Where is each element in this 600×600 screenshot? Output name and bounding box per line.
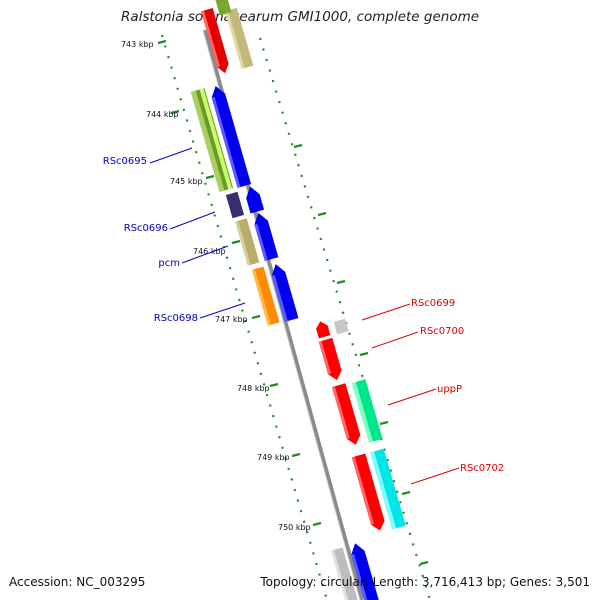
- tick-marks: [157, 39, 429, 566]
- gene-bottom-gray[interactable]: [331, 547, 360, 600]
- tick-mark-743: [157, 39, 167, 45]
- gene-rsc0700[interactable]: [318, 337, 344, 382]
- leader-line-pcm: [181, 245, 229, 264]
- genome-info-label: Topology: circular; Length: 3,716,413 bp…: [260, 575, 590, 589]
- gene-pcm[interactable]: [235, 218, 260, 266]
- tick-mark-747: [251, 314, 261, 320]
- right-tick-mark: [379, 420, 389, 426]
- gene-blue-2[interactable]: [243, 185, 265, 214]
- tick-label-750: 750 kbp: [278, 523, 311, 532]
- gene-rsc0696[interactable]: [225, 191, 245, 219]
- gene-label-rsc0702[interactable]: RSc0702: [460, 463, 504, 474]
- right-tick-mark: [401, 490, 411, 496]
- tick-mark-749: [291, 452, 301, 458]
- gene-blue-1[interactable]: [209, 84, 252, 188]
- right-tick-mark: [293, 143, 303, 149]
- gene-red-uppp[interactable]: [332, 383, 363, 446]
- tick-label-745: 745 kbp: [170, 177, 203, 186]
- left-leader-lines: [149, 147, 246, 319]
- right-tick-mark: [419, 560, 429, 566]
- tick-mark-745: [205, 174, 215, 180]
- tick-mark-746: [231, 239, 241, 245]
- gene-rsc0699[interactable]: [333, 318, 349, 335]
- gene-blue-3[interactable]: [252, 211, 279, 261]
- leader-line-rsc0700: [371, 331, 419, 349]
- gene-rsc0695[interactable]: [190, 88, 234, 192]
- right-tick-mark: [336, 279, 346, 285]
- gene-rsc0698[interactable]: [251, 266, 280, 326]
- accession-label: Accession: NC_003295: [9, 575, 146, 589]
- leader-line-rsc0702: [410, 467, 460, 485]
- tick-mark-748: [269, 382, 279, 388]
- tick-mark-750: [312, 521, 322, 527]
- gene-top-olive[interactable]: [225, 7, 254, 69]
- gene-label-rsc0700[interactable]: RSc0700: [420, 326, 464, 337]
- gene-rsc0702[interactable]: [370, 448, 406, 530]
- tick-label-747: 747 kbp: [215, 315, 248, 324]
- gene-top-green[interactable]: [215, 0, 232, 16]
- gene-red-small[interactable]: [314, 320, 331, 339]
- leader-line-rsc0698: [199, 302, 246, 319]
- right-tick-mark: [359, 351, 369, 357]
- gene-label-rsc0696[interactable]: RSc0696: [124, 223, 168, 234]
- tick-label-743: 743 kbp: [121, 40, 154, 49]
- gene-label-rsc0695[interactable]: RSc0695: [103, 156, 147, 167]
- leader-line-uppp: [387, 388, 437, 406]
- gene-label-rsc0698[interactable]: RSc0698: [154, 313, 198, 324]
- gene-label-pcm[interactable]: pcm: [158, 258, 180, 269]
- leader-line-rsc0696: [169, 211, 216, 230]
- gene-top-red[interactable]: [201, 8, 231, 75]
- gene-bottom-blue[interactable]: [348, 541, 382, 600]
- gene-label-rsc0699[interactable]: RSc0699: [411, 298, 455, 309]
- leader-line-rsc0699: [361, 303, 411, 321]
- tick-label-746: 746 kbp: [193, 247, 226, 256]
- leader-line-rsc0695: [149, 147, 193, 164]
- tick-label-748: 748 kbp: [237, 384, 270, 393]
- tick-label-749: 749 kbp: [257, 453, 290, 462]
- gene-label-uppp[interactable]: uppP: [437, 384, 462, 395]
- tick-mark-744: [170, 109, 180, 115]
- right-leader-lines: [361, 303, 460, 485]
- gene-blue-4[interactable]: [269, 262, 299, 322]
- gene-red-rsc0702[interactable]: [351, 453, 387, 533]
- right-tick-mark: [317, 211, 327, 217]
- tick-label-744: 744 kbp: [146, 110, 179, 119]
- gene-uppp[interactable]: [352, 379, 383, 443]
